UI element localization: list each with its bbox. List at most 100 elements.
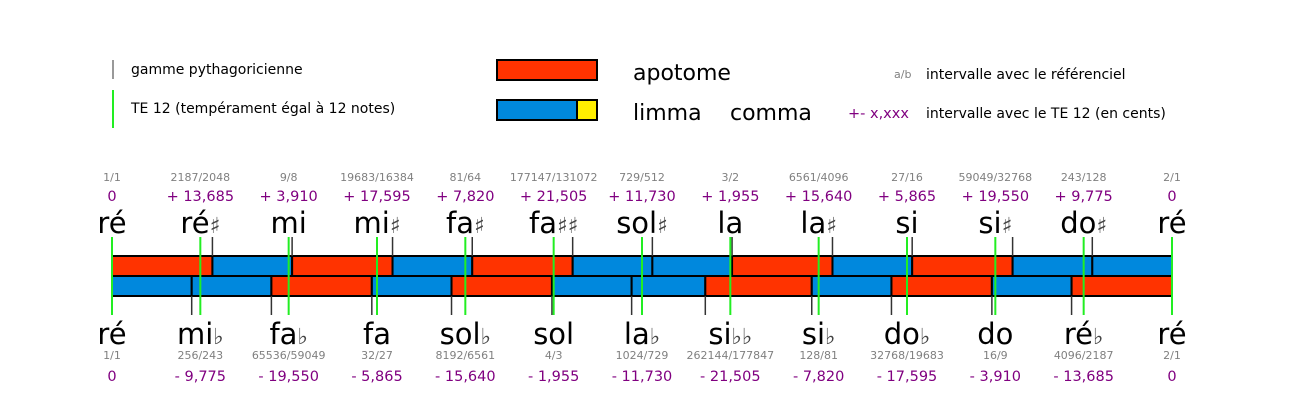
ratio-label: 16/9	[983, 349, 1008, 362]
cents-deviation-label: - 11,730	[612, 369, 673, 385]
ratio-label: 2/1	[1163, 349, 1181, 362]
note-name: fa♯	[446, 206, 485, 240]
apotome-segment	[111, 255, 214, 277]
note-name-text: ré	[1064, 317, 1093, 351]
note-name: la	[717, 206, 743, 240]
cents-deviation-label: 0	[1167, 189, 1176, 205]
note-name-text: fa	[446, 206, 474, 240]
note-name-text: sol	[616, 206, 657, 240]
cents-description: intervalle avec le TE 12 (en cents)	[926, 106, 1166, 122]
cents-deviation-label: - 21,505	[700, 369, 761, 385]
note-name: si♯	[978, 206, 1012, 240]
ratio-label: 6561/4096	[789, 171, 849, 184]
note-name-text: la	[717, 206, 743, 240]
apotome-segment	[1070, 275, 1173, 297]
note-name: ré	[1157, 317, 1186, 351]
ratio-label: 243/128	[1061, 171, 1107, 184]
note-name-text: do	[884, 317, 920, 351]
ratio-label: 81/64	[449, 171, 481, 184]
cents-deviation-label: - 7,820	[793, 369, 844, 385]
note-name-text: fa	[529, 206, 557, 240]
note-name-text: ré	[97, 206, 126, 240]
te12-label: TE 12 (tempérament égal à 12 notes)	[130, 101, 395, 117]
note-name: ré♯	[180, 206, 220, 240]
note-name-text: do	[977, 317, 1013, 351]
accidental: ♯	[210, 214, 221, 239]
cents-deviation-label: - 19,550	[258, 369, 319, 385]
accidental: ♯	[657, 214, 668, 239]
limma-segment	[651, 255, 734, 277]
note-name: fa	[363, 317, 391, 351]
note-name-text: sol	[440, 317, 481, 351]
limma-segment	[990, 275, 1073, 297]
ratio-label: 128/81	[799, 349, 838, 362]
note-name-text: do	[1060, 206, 1096, 240]
ratio-label: 19683/16384	[340, 171, 414, 184]
note-name: mi♭	[177, 317, 224, 351]
accidental: ♭	[920, 325, 930, 350]
ratio-label: 177147/131072	[510, 171, 598, 184]
note-name-text: fa	[363, 317, 391, 351]
note-name: si	[895, 206, 918, 240]
apotome-segment	[911, 255, 1014, 277]
ratio-label: 4/3	[545, 349, 563, 362]
note-name: sol♯	[616, 206, 668, 240]
limma-segment	[831, 255, 914, 277]
accidental: ♭	[213, 325, 223, 350]
note-name-text: si	[802, 317, 825, 351]
ratio-symbol: a/b	[894, 68, 911, 81]
cents-deviation-label: - 17,595	[877, 369, 938, 385]
note-name: ré	[97, 317, 126, 351]
note-name-text: la	[800, 206, 826, 240]
note-name: sol♭	[440, 317, 491, 351]
ratio-label: 2/1	[1163, 171, 1181, 184]
accidental: ♭	[825, 325, 835, 350]
apotome-segment	[704, 275, 813, 297]
note-name: mi♯	[354, 206, 401, 240]
cents-deviation-label: + 15,640	[785, 189, 853, 205]
cents-deviation-label: - 13,685	[1053, 369, 1114, 385]
note-name-text: ré	[1157, 317, 1186, 351]
ratio-label: 32/27	[361, 349, 393, 362]
ratio-label: 1/1	[103, 349, 121, 362]
cents-deviation-label: + 7,820	[436, 189, 494, 205]
accidental: ♯	[1096, 214, 1107, 239]
ratio-label: 256/243	[177, 349, 223, 362]
ratio-label: 59049/32768	[958, 171, 1032, 184]
ratio-label: 65536/59049	[252, 349, 326, 362]
limma-swatch	[496, 99, 578, 121]
accidental: ♯♯	[557, 214, 578, 239]
note-name-text: ré	[1157, 206, 1186, 240]
note-name-text: mi	[271, 206, 307, 240]
note-name: si♭♭	[708, 317, 752, 351]
limma-segment	[550, 275, 633, 297]
note-name: la♯	[800, 206, 836, 240]
limma-segment	[111, 275, 193, 297]
note-name: la♭	[624, 317, 660, 351]
note-name-text: ré	[180, 206, 209, 240]
comma-label: comma	[730, 101, 812, 126]
note-name-text: si	[895, 206, 918, 240]
ratio-label: 27/16	[891, 171, 923, 184]
apotome-segment	[450, 275, 553, 297]
cents-deviation-label: 0	[107, 189, 116, 205]
cents-deviation-label: + 5,865	[878, 189, 936, 205]
accidental: ♭	[1093, 325, 1103, 350]
ratio-label: 729/512	[619, 171, 665, 184]
ratio-label: 3/2	[721, 171, 739, 184]
note-name: si♭	[802, 317, 836, 351]
accidental: ♯	[390, 214, 401, 239]
note-name: ré	[1157, 206, 1186, 240]
accidental: ♭	[650, 325, 660, 350]
cents-deviation-label: - 3,910	[970, 369, 1021, 385]
cents-deviation-label: + 11,730	[608, 189, 676, 205]
cents-deviation-label: 0	[107, 369, 116, 385]
cents-symbol: +- x,xxx	[848, 106, 909, 122]
note-name-text: fa	[269, 317, 297, 351]
accidental: ♯	[1002, 214, 1013, 239]
note-name: sol	[533, 317, 574, 351]
note-name: do♯	[1060, 206, 1107, 240]
cents-deviation-label: + 1,955	[701, 189, 759, 205]
note-name-text: mi	[177, 317, 213, 351]
